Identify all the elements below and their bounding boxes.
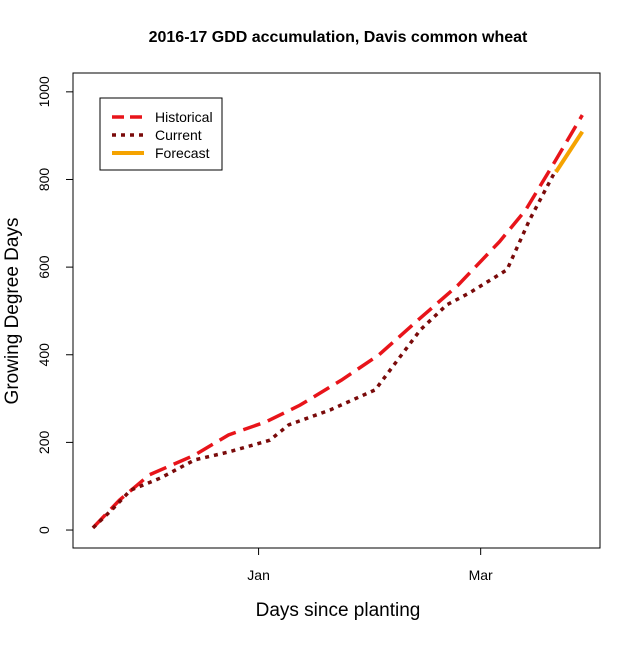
y-tick-label: 800: [36, 168, 52, 192]
y-tick-label: 400: [36, 343, 52, 367]
data-line: [91, 114, 584, 530]
chart-title: 2016-17 GDD accumulation, Davis common w…: [149, 29, 528, 46]
y-tick-label: 1000: [36, 76, 52, 107]
x-axis-label: Days since planting: [256, 600, 421, 621]
legend-box: [99, 97, 223, 171]
y-axis-label: Growing Degree Days: [2, 218, 23, 405]
data-line: [554, 130, 584, 174]
data-line: [91, 169, 558, 530]
plot-frame: [72, 72, 601, 549]
legend-label: Current: [155, 127, 202, 143]
y-tick-label: 600: [36, 255, 52, 279]
legend-label: Historical: [155, 109, 213, 125]
legend-label: Forecast: [155, 145, 210, 161]
x-tick-label: Mar: [469, 567, 493, 583]
y-tick-label: 200: [36, 431, 52, 455]
y-tick-label: 0: [36, 526, 52, 534]
x-tick-label: Jan: [247, 567, 270, 583]
